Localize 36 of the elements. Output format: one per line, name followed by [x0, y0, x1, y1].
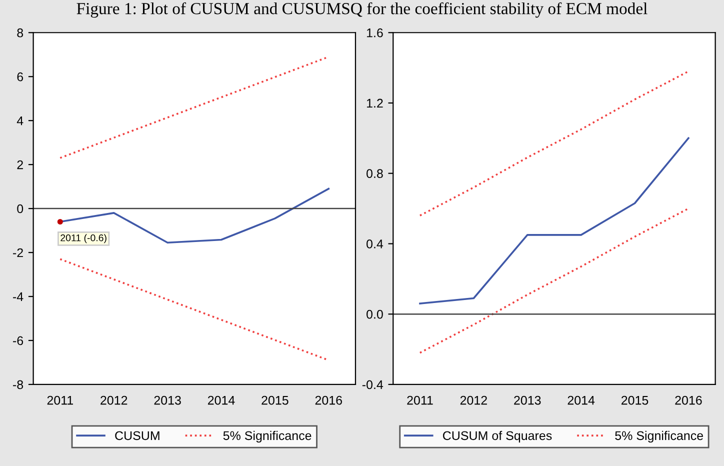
y-tick-label: 2: [17, 160, 23, 170]
x-tick-label: 2011: [47, 396, 73, 405]
x-tick-label: 2012: [100, 396, 128, 405]
x-tick-label: 2013: [154, 396, 181, 405]
y-tick-label: 0: [17, 204, 24, 214]
y-tick-label: 0.0: [366, 310, 383, 319]
chart-title: Figure 1: Plot of CUSUM and CUSUMSQ for the coefficient stability of ECM model: [76, 2, 648, 18]
x-tick-label: 2015: [621, 396, 648, 405]
x-tick-label: 2011: [407, 396, 433, 405]
y-tick-label: 6: [17, 72, 24, 82]
legend-label: 5% Significance: [615, 430, 704, 443]
line-series: [419, 70, 690, 216]
x-tick-label: 2012: [460, 396, 487, 405]
y-tick-label: -6: [13, 336, 24, 346]
y-tick-label: -8: [13, 380, 24, 390]
line-series: [419, 137, 690, 304]
y-tick-label: -2: [13, 248, 23, 258]
x-tick-label: 2014: [208, 396, 235, 405]
legend-label: CUSUM: [115, 431, 160, 440]
annotation: 2011 (-0.6): [60, 234, 106, 244]
y-tick-label: 0.8: [366, 169, 383, 178]
line-series: [419, 208, 690, 354]
y-tick-label: 0.4: [366, 240, 384, 248]
x-tick-label: 2016: [675, 396, 702, 405]
y-tick-label: 4: [16, 116, 24, 126]
y-tick-label: 1.6: [366, 28, 383, 38]
x-tick-label: 2016: [315, 396, 342, 405]
legend-label: 5% Significance: [223, 430, 312, 443]
y-tick-label: 1.2: [366, 98, 383, 108]
y-tick-label: -0.4: [362, 380, 384, 390]
x-tick-label: 2014: [568, 396, 595, 405]
x-tick-label: 2015: [262, 396, 288, 405]
y-tick-label: -4: [13, 292, 24, 302]
legend-label: CUSUM of Squares: [443, 430, 552, 443]
y-tick-label: 8: [17, 28, 24, 38]
x-tick-label: 2013: [514, 396, 541, 405]
